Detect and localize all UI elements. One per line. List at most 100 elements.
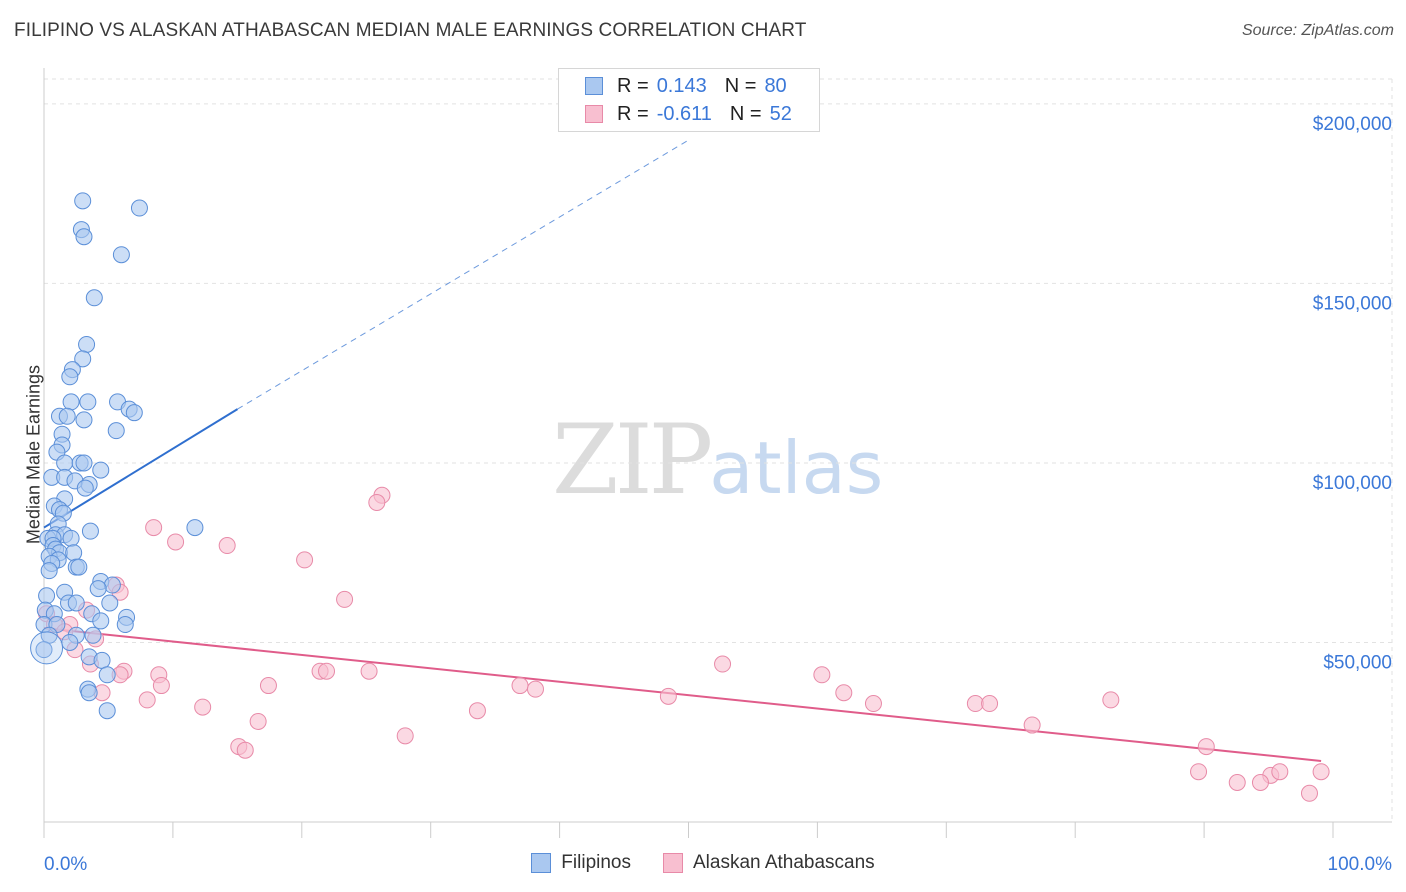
legend-label-athabascans: Alaskan Athabascans	[693, 852, 875, 873]
filipino-point	[65, 544, 83, 562]
athabascan-point	[864, 695, 882, 713]
athabascan-point	[249, 712, 267, 730]
filipino-point	[35, 641, 53, 659]
series-legend: Filipinos Alaskan Athabascans	[0, 852, 1406, 874]
athabascan-point	[1190, 763, 1208, 781]
athabascan-point	[813, 666, 831, 684]
watermark-zip: ZIP	[552, 404, 713, 516]
athabascan-point	[1251, 774, 1269, 792]
athabascan-point	[835, 684, 853, 702]
filipino-point	[61, 368, 79, 386]
athabascan-point	[167, 533, 185, 551]
filipino-point	[74, 350, 92, 368]
legend-swatch-blue	[531, 853, 552, 873]
filipino-point	[92, 612, 110, 630]
filipino-point	[74, 192, 92, 210]
legend-r-label: R =	[617, 74, 649, 97]
x-tick-label-min: 0.0%	[44, 854, 87, 875]
athabascan-point	[981, 695, 999, 713]
source-credit: Source: ZipAtlas.com	[1241, 22, 1394, 39]
athabascan-point	[659, 687, 677, 705]
filipino-point	[62, 529, 80, 547]
y-tick-label: $150,000	[1313, 293, 1392, 314]
athabascan-point	[966, 695, 984, 713]
legend-item-athabascans[interactable]: Alaskan Athabascans	[663, 852, 875, 874]
filipino-point	[116, 616, 134, 634]
athabascan-point	[368, 493, 386, 511]
filipino-point	[75, 411, 93, 429]
axes	[43, 68, 1392, 838]
athabascan-point	[511, 677, 529, 695]
filipino-point	[62, 393, 80, 411]
legend-item-filipinos[interactable]: Filipinos	[531, 852, 631, 874]
athabascan-point	[526, 680, 544, 698]
athabascan-point	[218, 537, 236, 555]
trend-lines	[43, 139, 1322, 762]
legend-n-value: 52	[769, 102, 792, 125]
filipino-point	[61, 633, 79, 651]
athabascan-point	[296, 551, 314, 569]
athabascan-point	[1312, 763, 1330, 781]
filipino-point	[75, 454, 93, 472]
athabascan-point	[138, 691, 156, 709]
athabascan-point	[714, 655, 732, 673]
legend-n-label: N =	[724, 74, 757, 97]
athabascan-point	[468, 702, 486, 720]
watermark: ZIPatlas	[552, 404, 883, 516]
watermark-atlas: atlas	[709, 426, 884, 510]
legend-swatch-pink	[585, 105, 603, 123]
athabascan-point	[1197, 738, 1215, 756]
data-points	[30, 192, 1330, 802]
filipino-point	[107, 422, 125, 440]
x-tick-label-max: 100.0%	[1328, 854, 1393, 875]
filipino-point	[103, 576, 121, 594]
filipino-point	[40, 562, 58, 580]
athabascan-point	[194, 698, 212, 716]
y-tick-label: $50,000	[1323, 652, 1392, 673]
filipino-point	[89, 580, 107, 598]
filipino-point	[81, 522, 99, 540]
filipino-point	[67, 594, 85, 612]
filipino-point	[98, 702, 116, 720]
athabascan-point	[1023, 716, 1041, 734]
correlation-legend: R = 0.143 N = 80 R = -0.611 N = 52	[558, 68, 820, 132]
filipino-point	[112, 246, 130, 264]
filipino-point	[70, 558, 88, 576]
filipino-point	[130, 199, 148, 217]
legend-r-value: -0.611	[656, 102, 712, 125]
filipino-point	[79, 393, 97, 411]
athabascan-point	[1228, 774, 1246, 792]
filipino-point	[80, 684, 98, 702]
athabascan-point	[259, 677, 277, 695]
athabascan-point	[145, 519, 163, 537]
filipino-point	[58, 407, 76, 425]
filipino-point	[56, 454, 74, 472]
athabascan-point	[336, 590, 354, 608]
legend-n-value: 80	[764, 74, 787, 97]
filipino-point	[76, 479, 94, 497]
filipino-point	[84, 626, 102, 644]
legend-row-athabascans: R = -0.611 N = 52	[585, 101, 810, 127]
athabascan-point	[152, 677, 170, 695]
athabascan-point	[236, 741, 254, 759]
filipino-point	[125, 404, 143, 422]
legend-r-label: R =	[617, 102, 649, 125]
y-axis-label: Median Male Earnings	[23, 364, 44, 545]
filipino-trend-line	[43, 408, 239, 529]
filipino-point	[98, 666, 116, 684]
legend-swatch-blue	[585, 77, 603, 95]
filipino-point	[75, 228, 93, 246]
legend-n-label: N =	[729, 102, 762, 125]
filipino-point	[101, 594, 119, 612]
athabascan-point	[1271, 763, 1289, 781]
filipino-trend-extension	[237, 139, 690, 410]
athabascan-trend-line	[43, 627, 1322, 762]
y-tick-label: $200,000	[1313, 114, 1392, 135]
filipino-point	[93, 651, 111, 669]
filipino-point-large	[30, 631, 64, 665]
athabascan-point	[318, 662, 336, 680]
athabascan-point	[396, 727, 414, 745]
chart-title: FILIPINO VS ALASKAN ATHABASCAN MEDIAN MA…	[14, 20, 807, 41]
filipino-point	[92, 461, 110, 479]
filipino-point	[78, 335, 96, 353]
